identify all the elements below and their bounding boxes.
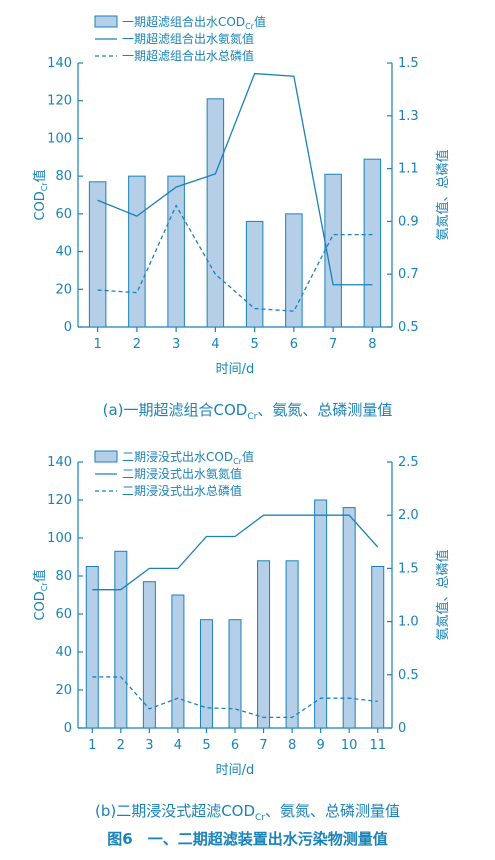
chart-b-right-tick-label: 2.0 [398,508,419,523]
chart-a-x-tick-label: 3 [172,337,180,352]
chart-b-left-tick-label: 0 [64,721,72,736]
chart-a-x-tick-label: 1 [93,337,101,352]
chart-b-cod-bar [199,619,213,729]
chart-b-right-tick-label: 1.0 [398,615,419,630]
chart-b-x-tick-label: 3 [145,738,153,753]
chart-a-x-tick-label: 8 [368,337,376,352]
chart-a-legend-label: 一期超滤组合出水氨氮值 [122,31,254,46]
chart-b-x-tick-label: 11 [369,738,386,753]
chart-b-x-tick-label: 8 [288,738,296,753]
chart-b-ammonia-line [92,514,379,591]
chart-a-legend-label: 一期超滤组合出水总磷值 [122,48,254,63]
chart-b-x-tick-label: 9 [316,738,324,753]
chart-a-right-tick-label: 0.5 [398,320,419,335]
chart-b-phosphorus-line [92,676,378,719]
chart-b-x-tick-label: 5 [202,738,210,753]
chart-b-left-tick-label: 140 [47,455,72,470]
chart-a-x-tick-label: 2 [133,337,141,352]
chart-b-legend-label: 二期浸没式出水CODCr值 [122,449,254,466]
chart-b-cod-bar [228,619,242,729]
chart-b-cod-bar [142,581,156,729]
chart-b-cod-bar [285,560,299,729]
chart-b-svg: 0 20 40 60 80 100 120 140 0 0.5 1.0 1.5 2.0 2.5 1 2 3 4 5 6… [32,449,451,778]
chart-a-caption: (a)一期超滤组合CODCr、氨氮、总磷测量值 [102,401,393,422]
chart-a-right-tick-label: 1.3 [398,109,419,124]
chart-b-caption: (b)二期浸没式超滤CODCr、氨氮、总磷测量值 [94,802,401,823]
chart-b-cod-bar [114,550,128,729]
chart-a-left-tick-label: 100 [47,131,72,146]
chart-a-cod-bar [363,158,382,328]
chart-b-left-tick-label: 80 [55,569,72,584]
chart-b-legend-label: 二期浸没式出水氨氮值 [122,466,242,481]
chart-a-left-tick-label: 60 [55,207,72,222]
chart-b-x-tick-label: 1 [88,738,96,753]
chart-a-right-tick-label: 1.5 [398,56,419,71]
chart-b-x-tick-label: 7 [259,738,267,753]
chart-b-cod-bar [85,566,99,729]
chart-a-x-tick-label: 4 [211,337,219,352]
chart-a-cod-bar [128,175,146,328]
chart-b-right-tick-label: 0 [398,721,406,736]
chart-b-x-tick-label: 2 [117,738,125,753]
chart-a-left-tick-label: 0 [64,320,72,335]
chart-b-right-tick-label: 0.5 [398,668,419,683]
chart-panel-a: 0 20 40 60 80 100 120 140 0.5 0.7 0.9 1.1 1.3 1.5 1 2 3 4… [32,14,451,422]
chart-a-cod-bar [206,98,225,328]
chart-a-left-tick-label: 120 [47,94,72,109]
chart-b-left-tick-label: 100 [47,531,72,546]
chart-b-cod-bar [257,560,271,729]
chart-a-ammonia-line [97,72,373,286]
chart-a-right-tick-label: 0.7 [398,267,419,282]
chart-a-left-tick-label: 140 [47,56,72,71]
chart-a-x-tick-label: 6 [290,337,298,352]
chart-b-left-tick-label: 20 [55,683,72,698]
chart-b-cod-bar [171,594,185,729]
chart-a-legend-bar-swatch [94,15,118,28]
chart-b-x-axis-title: 时间/d [216,763,255,778]
chart-b-right-tick-label: 2.5 [398,455,419,470]
chart-b-x-tick-label: 4 [174,738,182,753]
chart-b-x-tick-label: 10 [341,738,358,753]
chart-a-x-axis-title: 时间/d [216,362,255,377]
chart-a-x-tick-label: 5 [250,337,258,352]
chart-b-right-tick-label: 1.5 [398,561,419,576]
chart-a-legend-label: 一期超滤组合出水CODCr值 [122,14,266,31]
chart-a-cod-bar [88,181,107,328]
chart-b-left-tick-label: 120 [47,493,72,508]
chart-a-right-axis-title: 氨氮值、总磷值 [435,149,451,240]
chart-b-cod-bar [371,566,385,729]
chart-b-right-axis-title: 氨氮值、总磷值 [435,549,451,640]
chart-b-legend-bar-swatch [94,450,118,463]
chart-a-cod-bar [167,175,185,328]
chart-a-left-tick-label: 40 [55,245,72,260]
chart-a-left-axis-title: CODCr值 [32,169,49,220]
chart-b-left-tick-label: 40 [55,645,72,660]
chart-a-right-tick-label: 1.1 [398,162,419,177]
chart-b-legend-label: 二期浸没式出水总磷值 [122,483,242,498]
chart-a-right-tick-label: 0.9 [398,214,419,229]
chart-a-left-tick-label: 20 [55,282,72,297]
chart-b-cod-bar [342,507,356,729]
figure-caption: 图6 一、二期超滤装置出水污染物测量值 [107,830,388,848]
chart-a-svg: 0 20 40 60 80 100 120 140 0.5 0.7 0.9 1.1 1.3 1.5 1 2 3 4… [32,14,451,377]
chart-a-left-tick-label: 80 [55,169,72,184]
chart-a-phosphorus-line [97,204,373,312]
chart-b-left-tick-label: 60 [55,607,72,622]
chart-b-cod-bar [314,499,328,729]
chart-b-left-axis-title: CODCr值 [32,569,49,620]
chart-a-cod-bar [285,213,303,328]
chart-a-cod-bar [245,220,264,328]
chart-panel-b: 0 20 40 60 80 100 120 140 0 0.5 1.0 1.5 2.0 2.5 1 2 3 4 5 6… [0,430,495,823]
chart-a-x-tick-label: 7 [329,337,337,352]
chart-b-x-tick-label: 6 [231,738,239,753]
